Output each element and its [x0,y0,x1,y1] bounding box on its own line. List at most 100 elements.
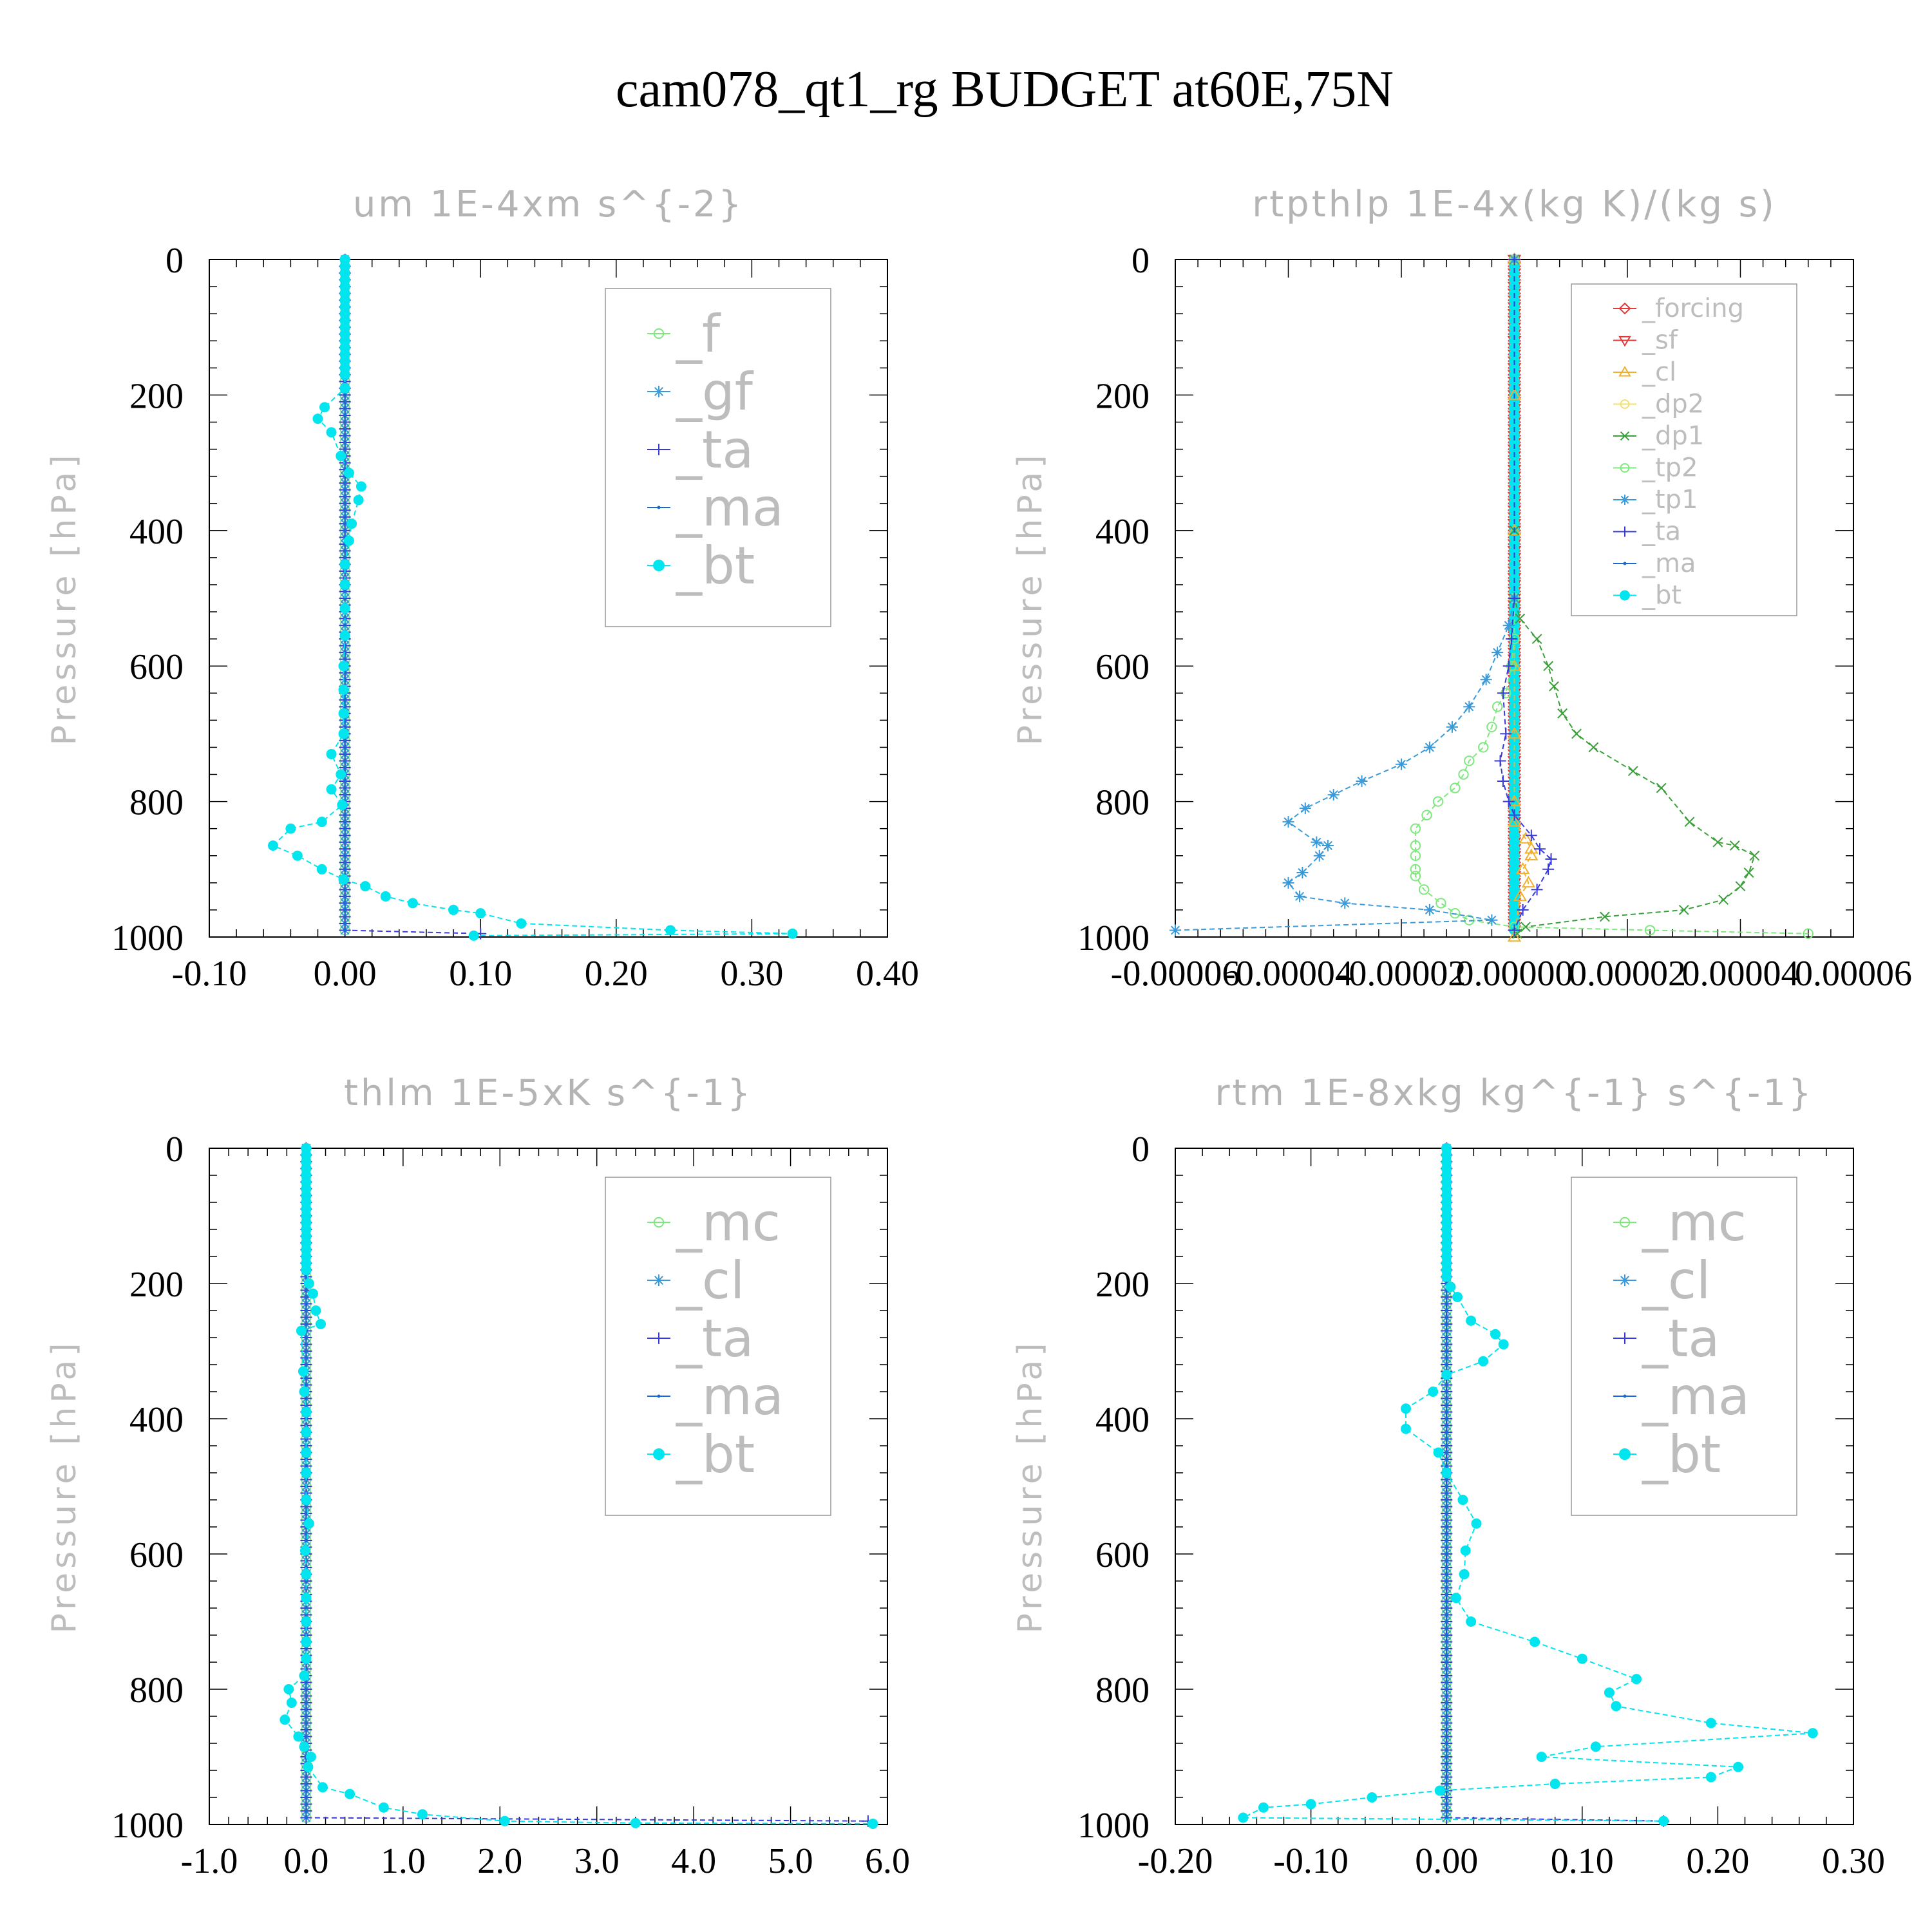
data-point [1444,1667,1448,1671]
data-point [301,1593,312,1604]
legend-marker [653,1332,665,1344]
data-point [1444,1586,1448,1589]
legend-marker [1620,463,1630,473]
data-point [304,1511,308,1515]
data-point [346,518,357,529]
legend-marker [1623,1394,1627,1398]
legend-entry: _ta [676,420,753,480]
data-point [301,1653,312,1664]
data-point [1627,766,1638,777]
data-point [1444,1363,1448,1367]
data-point [326,748,337,759]
data-point [303,1761,314,1772]
data-point [299,1741,310,1752]
data-point [1749,850,1760,861]
data-point [337,799,348,810]
data-point [1531,634,1542,645]
legend-marker [1618,366,1631,377]
data-point [1444,1654,1448,1657]
data-point [1466,1616,1477,1627]
data-point [343,529,347,533]
x-tick-label: 0.10 [1551,1841,1614,1881]
data-point [1444,1309,1448,1312]
data-point [304,1803,308,1806]
data-point [1444,1546,1448,1549]
data-point [292,850,303,861]
data-point [407,898,418,909]
data-point [1444,1606,1448,1610]
data-point [1444,1809,1448,1813]
data-point [304,1708,308,1711]
data-point [267,840,278,851]
data-point [1432,796,1444,807]
data-point [1494,755,1506,767]
data-point [1508,924,1520,936]
data-point [1444,1383,1448,1387]
data-point [1401,1423,1412,1434]
data-point [304,1437,308,1441]
data-point [1460,1545,1471,1556]
data-point [283,1684,294,1694]
data-point [343,596,347,600]
legend-marker [1620,495,1630,505]
y-tick-label: 1000 [111,1806,184,1846]
legend-entry: _ma [1642,1367,1750,1426]
data-point [1423,904,1435,916]
data-point [338,685,349,696]
data-point [1507,726,1522,739]
data-point [1444,1343,1448,1346]
data-point [1444,1356,1448,1359]
data-point [380,891,391,902]
data-point [1170,924,1181,936]
data-point [343,481,347,485]
legend-box [605,1177,831,1516]
data-point [301,1468,312,1478]
data-point [343,556,347,560]
data-point [1418,884,1430,895]
data-point [1684,817,1695,828]
data-point [1396,758,1407,770]
data-point [301,1569,312,1580]
data-point [1444,1708,1448,1711]
data-point [343,522,347,526]
data-point [1410,871,1421,882]
data-point [304,1383,308,1387]
data-point [516,918,527,929]
data-point [1296,867,1309,879]
data-point [339,603,350,614]
data-point [1524,848,1539,861]
data-point [304,1681,308,1684]
data-point [279,1714,290,1725]
y-tick-label: 1000 [111,918,184,958]
data-point [343,502,347,506]
x-tick-label: -0.10 [172,954,247,994]
data-point [343,759,347,762]
data-point [1444,1694,1448,1698]
series-bt [279,1143,878,1829]
series-line [1499,260,1552,931]
data-point [1577,1653,1587,1664]
data-point [1258,1802,1269,1813]
data-point [1533,843,1546,855]
legend-marker [657,506,661,509]
data-point [1444,1660,1448,1664]
data-point [353,495,364,506]
data-point [1530,1636,1540,1647]
data-point [1444,1776,1448,1779]
data-point [310,1305,321,1316]
data-point [1524,842,1539,854]
data-point [1490,1329,1501,1340]
data-point [1486,914,1498,926]
data-point [304,1539,308,1542]
data-point [1444,1336,1448,1340]
legend-marker [1618,336,1631,347]
data-point [343,427,347,431]
data-point [285,823,296,834]
data-point [1356,775,1368,788]
data-point [1435,898,1446,909]
data-point [1520,922,1531,933]
data-point [1492,647,1504,659]
data-point [1444,1316,1448,1319]
legend-marker [1618,302,1631,315]
series-tp1 [1170,254,1520,936]
